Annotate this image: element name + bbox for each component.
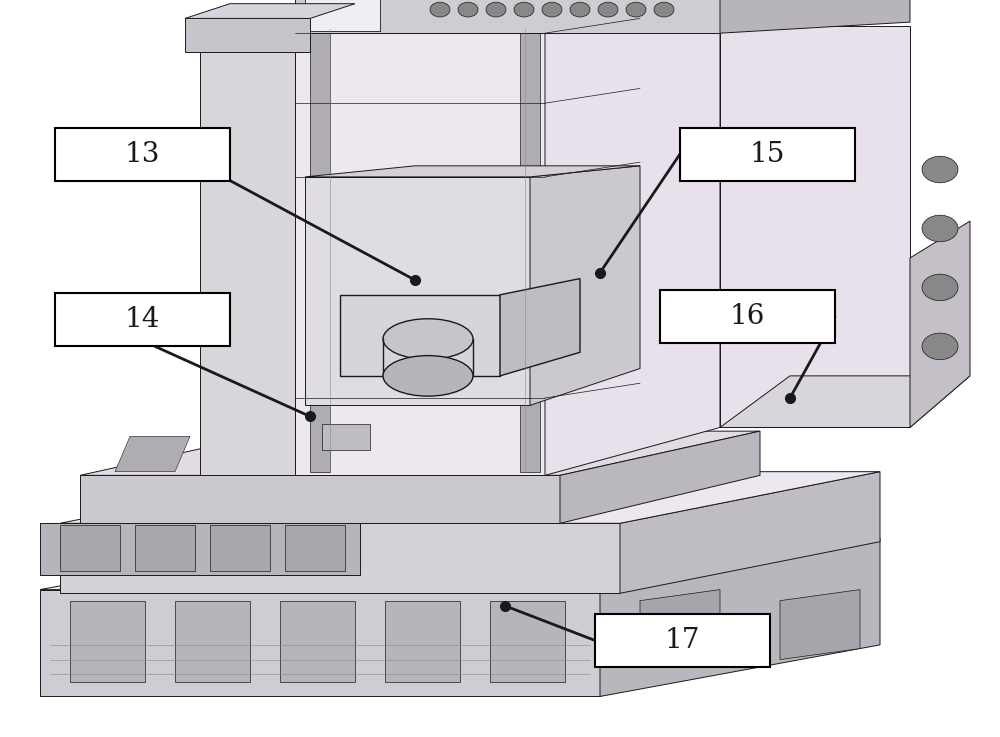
Polygon shape — [720, 376, 970, 427]
Circle shape — [514, 2, 534, 17]
Polygon shape — [385, 601, 460, 682]
Polygon shape — [910, 221, 970, 427]
Polygon shape — [340, 295, 500, 376]
Polygon shape — [545, 26, 720, 475]
Text: 13: 13 — [125, 141, 160, 167]
Circle shape — [598, 2, 618, 17]
Polygon shape — [80, 475, 560, 523]
Polygon shape — [620, 472, 880, 593]
Circle shape — [458, 2, 478, 17]
FancyBboxPatch shape — [595, 614, 770, 667]
Circle shape — [922, 274, 958, 301]
Polygon shape — [60, 523, 620, 593]
Polygon shape — [385, 436, 460, 472]
Polygon shape — [60, 472, 880, 523]
Polygon shape — [80, 431, 760, 475]
Circle shape — [570, 2, 590, 17]
Ellipse shape — [383, 356, 473, 397]
Circle shape — [922, 156, 958, 183]
FancyBboxPatch shape — [55, 293, 230, 346]
Polygon shape — [40, 538, 880, 590]
Polygon shape — [305, 0, 380, 31]
Circle shape — [654, 2, 674, 17]
Polygon shape — [475, 436, 550, 472]
Circle shape — [922, 215, 958, 242]
Polygon shape — [720, 26, 910, 427]
Circle shape — [430, 2, 450, 17]
Polygon shape — [40, 590, 600, 696]
Polygon shape — [520, 29, 540, 472]
FancyBboxPatch shape — [55, 128, 230, 181]
Circle shape — [542, 2, 562, 17]
Polygon shape — [185, 4, 355, 18]
Polygon shape — [175, 601, 250, 682]
Circle shape — [922, 333, 958, 360]
FancyBboxPatch shape — [660, 290, 835, 343]
Polygon shape — [310, 29, 330, 472]
Polygon shape — [600, 538, 880, 696]
Polygon shape — [295, 0, 720, 33]
FancyBboxPatch shape — [680, 128, 855, 181]
Polygon shape — [70, 601, 145, 682]
Polygon shape — [322, 424, 370, 450]
Polygon shape — [285, 525, 345, 571]
Text: 16: 16 — [730, 303, 765, 329]
Polygon shape — [490, 601, 565, 682]
Polygon shape — [115, 436, 190, 472]
Text: 14: 14 — [125, 307, 160, 333]
Polygon shape — [60, 525, 120, 571]
Polygon shape — [780, 590, 860, 660]
Polygon shape — [305, 166, 640, 177]
Circle shape — [486, 2, 506, 17]
Polygon shape — [720, 0, 910, 33]
Circle shape — [626, 2, 646, 17]
Polygon shape — [530, 166, 640, 405]
Polygon shape — [305, 177, 530, 405]
Text: 17: 17 — [665, 627, 700, 654]
Polygon shape — [200, 26, 295, 475]
Polygon shape — [295, 26, 545, 475]
Text: 15: 15 — [750, 141, 785, 167]
Polygon shape — [295, 436, 370, 472]
Polygon shape — [135, 525, 195, 571]
Ellipse shape — [383, 318, 473, 360]
Polygon shape — [40, 523, 360, 575]
Polygon shape — [305, 0, 380, 31]
Polygon shape — [210, 525, 270, 571]
Polygon shape — [560, 431, 760, 523]
Polygon shape — [500, 279, 580, 376]
Polygon shape — [640, 590, 720, 660]
Polygon shape — [280, 601, 355, 682]
Polygon shape — [185, 18, 310, 52]
Polygon shape — [205, 436, 280, 472]
